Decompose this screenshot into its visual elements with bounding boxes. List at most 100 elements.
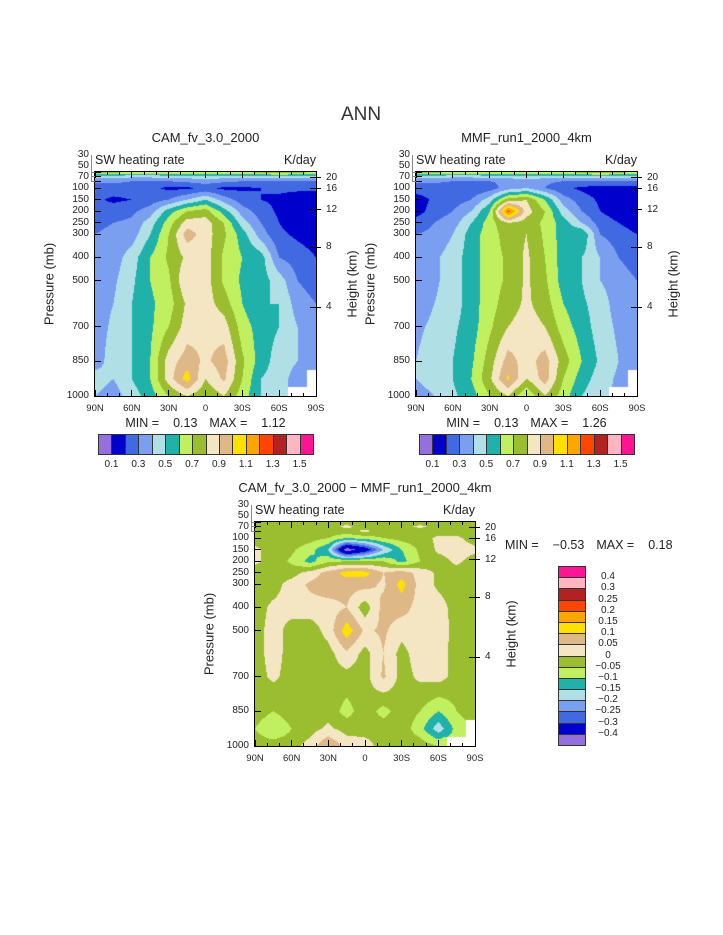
- x-tick-top: [624, 172, 626, 175]
- colorbar-swatch: [445, 434, 461, 455]
- x-tick-label: 60N: [282, 753, 301, 764]
- colorbar-swatch: [245, 434, 261, 455]
- colorbar-label: 1.1: [238, 459, 253, 470]
- colorbar-swatch: [419, 434, 434, 455]
- y-tick-right-outer: [637, 177, 642, 179]
- colorbar-swatch: [205, 434, 220, 455]
- y-tick-label: 1000: [66, 390, 89, 401]
- y-tick-right-outer: [316, 209, 321, 211]
- y-tick-right: [631, 177, 637, 179]
- x-tick-top: [413, 522, 415, 525]
- x-tick: [624, 393, 626, 396]
- y-tick-label: 300: [72, 228, 89, 240]
- colorbar-label: 0.1: [425, 459, 440, 470]
- colorbar-label: 0.5: [479, 459, 494, 470]
- x-tick-label: 60S: [270, 403, 288, 414]
- y-tick-leader: [251, 527, 252, 532]
- y-tick-leader: [412, 171, 416, 173]
- x-tick: [205, 390, 206, 396]
- min-value: 0.13: [173, 416, 198, 430]
- y-tick: [416, 256, 422, 258]
- y-tick-right-outer: [637, 209, 642, 211]
- colorbar-swatch: [111, 434, 126, 455]
- y-tick: [255, 572, 261, 574]
- y-tick-right: [469, 596, 475, 598]
- x-tick: [327, 740, 329, 746]
- x-tick-top: [364, 522, 366, 528]
- x-tick: [364, 740, 366, 746]
- x-tick: [513, 393, 515, 396]
- y-tick-right: [631, 306, 637, 308]
- x-tick-label: 30N: [480, 403, 499, 414]
- colorbar-swatch: [566, 434, 582, 455]
- x-tick: [131, 390, 133, 396]
- min-value: 0.13: [494, 416, 519, 430]
- x-tick-top: [526, 172, 527, 178]
- x-tick-top: [474, 522, 476, 528]
- x-tick: [192, 393, 194, 396]
- y-tick: [255, 521, 261, 523]
- y-tick-label: 250: [232, 566, 249, 578]
- y-tick: [416, 280, 422, 282]
- x-tick-top: [452, 172, 454, 178]
- x-tick-top: [278, 172, 280, 178]
- colorbar-swatch: [593, 434, 609, 455]
- y-tick-right-outer: [316, 246, 321, 248]
- x-tick: [315, 390, 317, 396]
- y-tick-label: 150: [72, 193, 89, 205]
- x-tick: [291, 740, 293, 746]
- colorbar-label: 1.5: [613, 459, 628, 470]
- y-tick-label: 200: [72, 205, 89, 217]
- colorbar-label: 0.4: [601, 571, 615, 583]
- x-tick-label: 60S: [429, 753, 447, 764]
- x-tick-top: [205, 172, 206, 178]
- x-tick: [106, 393, 108, 396]
- colorbar-swatch: [432, 434, 447, 455]
- y-tick: [255, 560, 261, 562]
- y-tick-label: 70: [398, 171, 410, 183]
- subtitle-left: SW heating rate: [95, 153, 185, 167]
- y-tick-label: 300: [393, 228, 410, 240]
- y-tick: [255, 530, 261, 532]
- x-tick: [119, 393, 121, 396]
- x-tick-top: [192, 172, 194, 175]
- colorbar-label: 0.05: [598, 638, 618, 650]
- x-tick: [388, 743, 390, 746]
- max-label: MAX =: [596, 538, 635, 552]
- y-tick-right: [469, 527, 475, 529]
- x-tick: [290, 393, 292, 396]
- x-tick-top: [119, 172, 121, 175]
- max-value: 1.12: [261, 416, 286, 430]
- x-tick: [425, 743, 427, 746]
- x-tick-top: [415, 172, 417, 178]
- y-tick-right: [310, 209, 316, 211]
- x-tick-top: [278, 522, 280, 525]
- x-tick: [254, 393, 256, 396]
- x-tick-top: [291, 522, 293, 528]
- x-tick-top: [636, 172, 638, 178]
- y-tick: [416, 187, 422, 189]
- x-tick: [352, 743, 354, 746]
- x-tick: [440, 393, 442, 396]
- y-tick-leader: [412, 180, 416, 182]
- y-tick-right-label: 4: [647, 301, 653, 313]
- min-value: −0.53: [552, 538, 585, 552]
- x-tick: [217, 393, 219, 396]
- y-tick-right-label: 16: [326, 182, 338, 194]
- x-tick-top: [155, 172, 157, 175]
- y-tick-leader: [251, 505, 252, 522]
- colorbar-swatch: [286, 434, 301, 455]
- max-value: 0.18: [648, 538, 673, 552]
- filled-contour-field: [255, 522, 475, 746]
- colorbar-label: 0.3: [601, 582, 615, 594]
- min-max-readout: MIN = 0.13 MAX = 1.12: [125, 417, 285, 430]
- y-tick-right-label: 12: [647, 203, 659, 215]
- y-tick-label: 250: [72, 216, 89, 228]
- y-axis-right-label: Height (km): [665, 250, 681, 318]
- y-tick-label: 1000: [387, 390, 410, 401]
- y-tick-leader: [91, 180, 95, 182]
- y-tick: [95, 171, 101, 173]
- y-tick-right-label: 4: [485, 651, 491, 663]
- colorbar-label: 0.2: [601, 604, 615, 616]
